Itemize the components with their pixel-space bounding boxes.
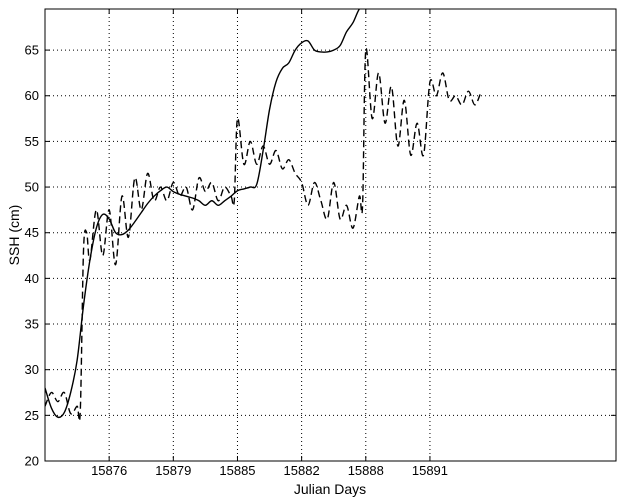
- y-tick-label: 45: [25, 225, 39, 240]
- x-tick-label: 15876: [91, 463, 127, 478]
- tick-labels: 20 25 30 35 40 45 50 55 60 65 15876 15879 15885 15882…: [25, 43, 448, 478]
- y-tick-label: 25: [25, 408, 39, 423]
- y-tick-label: 40: [25, 271, 39, 286]
- x-axis-label: Julian Days: [294, 481, 366, 497]
- axes: [44, 8, 617, 462]
- y-tick-label: 30: [25, 362, 39, 377]
- x-tick-label: 15891: [412, 463, 448, 478]
- y-tick-label: 65: [25, 43, 39, 58]
- grid: [45, 9, 616, 462]
- y-tick-label: 50: [25, 180, 39, 195]
- series-layer: [45, 9, 482, 422]
- x-tick-label: 15888: [348, 463, 384, 478]
- x-tick-label: 15885: [219, 463, 255, 478]
- y-tick-label: 55: [25, 134, 39, 149]
- y-tick-label: 60: [25, 88, 39, 103]
- x-tick-label: 15879: [155, 463, 191, 478]
- x-tick-label: 15882: [284, 463, 320, 478]
- y-tick-label: 20: [25, 454, 39, 469]
- y-tick-label: 35: [25, 317, 39, 332]
- y-axis-label: SSH (cm): [6, 205, 22, 266]
- plot-frame: [44, 8, 617, 462]
- series-line-dashed: [45, 47, 482, 422]
